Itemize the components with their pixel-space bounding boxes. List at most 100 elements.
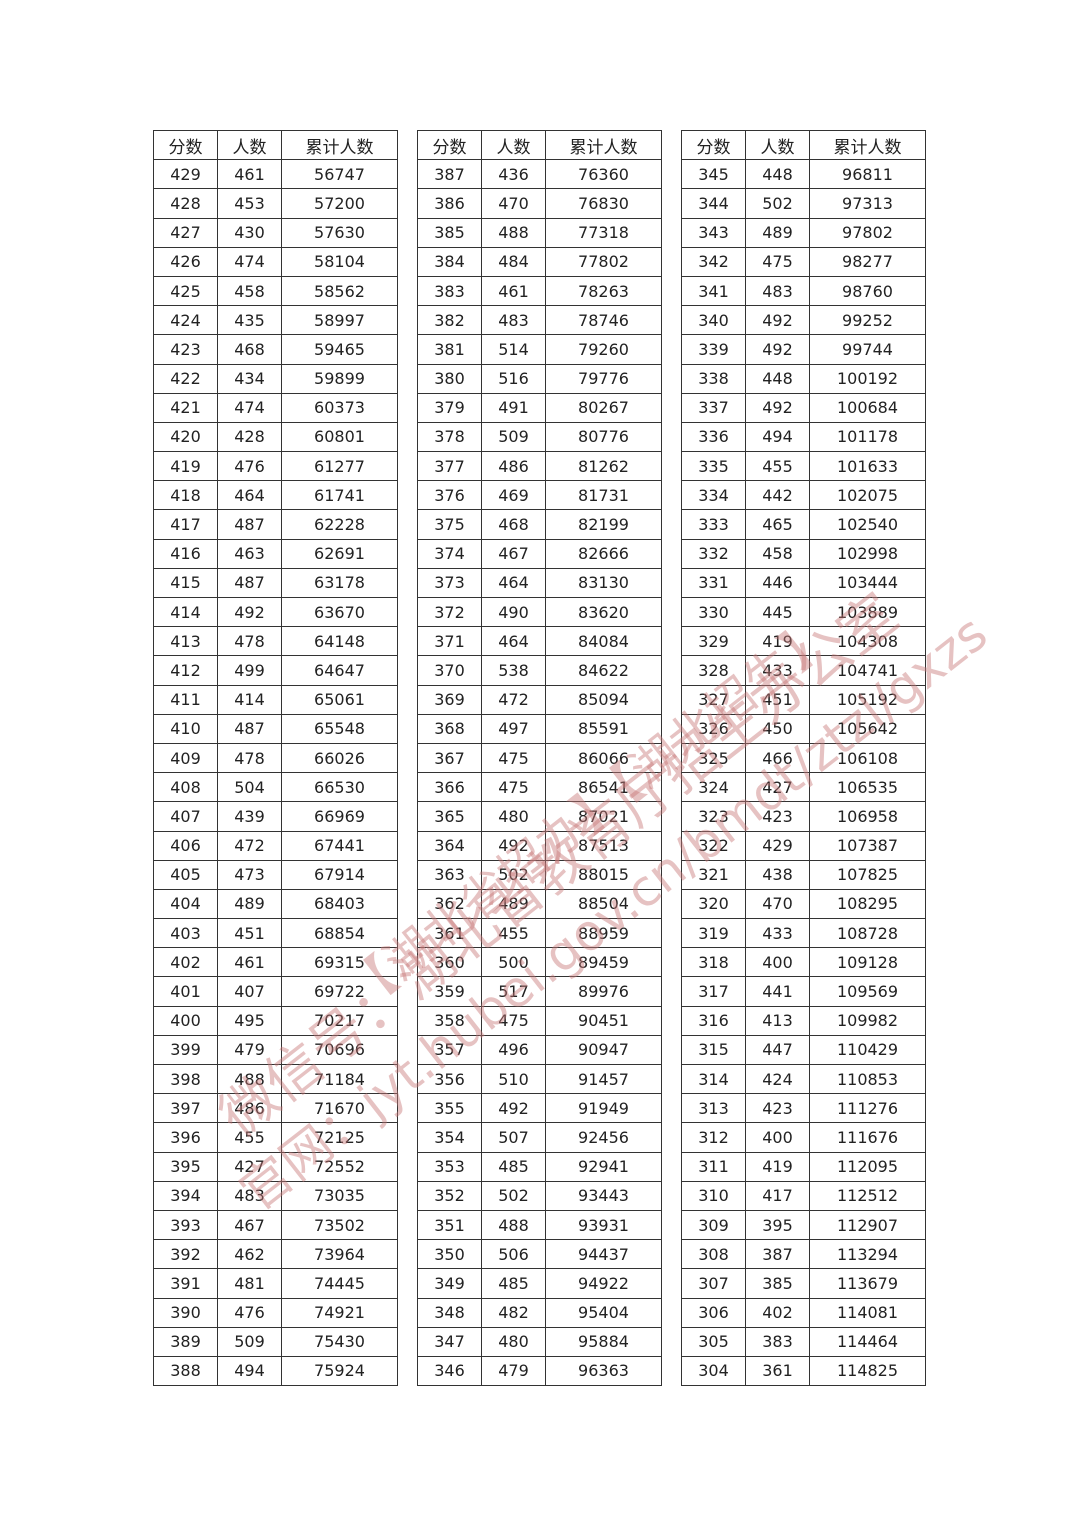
score-cell: 402	[153, 947, 218, 978]
cumulative-cell: 69315	[281, 947, 398, 978]
header-score: 分数	[417, 129, 482, 161]
count-cell: 451	[217, 918, 282, 949]
count-cell: 481	[217, 1268, 282, 1299]
count-cell: 478	[217, 626, 282, 657]
count-cell: 433	[745, 918, 810, 949]
table-row: 424 435 58997	[153, 305, 398, 336]
table-row: 353 485 92941	[417, 1151, 662, 1182]
count-cell: 475	[481, 772, 546, 803]
cumulative-cell: 84084	[545, 626, 662, 657]
cumulative-cell: 109982	[809, 1005, 926, 1036]
table-row: 329 419 104308	[681, 626, 926, 657]
table-row: 426 474 58104	[153, 246, 398, 277]
header-cumulative: 累计人数	[809, 129, 926, 161]
score-cell: 348	[417, 1297, 482, 1328]
table-row: 399 479 70696	[153, 1034, 398, 1066]
cumulative-cell: 66026	[281, 742, 398, 774]
table-row: 411 414 65061	[153, 684, 398, 715]
score-cell: 322	[681, 830, 746, 861]
table-row: 326 450 105642	[681, 713, 926, 744]
cumulative-cell: 93931	[545, 1209, 662, 1241]
table-row: 346 479 96363	[417, 1355, 662, 1387]
cumulative-cell: 87021	[545, 801, 662, 832]
count-cell: 423	[745, 801, 810, 832]
count-cell: 447	[745, 1034, 810, 1066]
cumulative-cell: 100192	[809, 363, 926, 394]
score-cell: 342	[681, 246, 746, 277]
cumulative-cell: 79260	[545, 334, 662, 365]
cumulative-cell: 86541	[545, 772, 662, 803]
cumulative-cell: 98277	[809, 246, 926, 277]
score-cell: 424	[153, 305, 218, 336]
count-cell: 489	[217, 888, 282, 920]
cumulative-cell: 106108	[809, 742, 926, 774]
table-row: 361 455 88959	[417, 918, 662, 949]
cumulative-cell: 80267	[545, 392, 662, 423]
score-cell: 318	[681, 947, 746, 978]
score-cell: 344	[681, 188, 746, 219]
score-cell: 394	[153, 1180, 218, 1211]
score-cell: 415	[153, 567, 218, 599]
table-row: 342 475 98277	[681, 246, 926, 277]
cumulative-cell: 103444	[809, 567, 926, 599]
table-row: 392 462 73964	[153, 1239, 398, 1270]
count-cell: 453	[217, 188, 282, 219]
count-cell: 361	[745, 1355, 810, 1387]
table-row: 319 433 108728	[681, 918, 926, 949]
count-cell: 467	[217, 1209, 282, 1241]
score-cell: 351	[417, 1209, 482, 1241]
cumulative-cell: 88959	[545, 918, 662, 949]
table-row: 405 473 67914	[153, 859, 398, 890]
score-cell: 352	[417, 1180, 482, 1211]
cumulative-cell: 105192	[809, 684, 926, 715]
cumulative-cell: 101633	[809, 451, 926, 482]
count-cell: 509	[217, 1326, 282, 1357]
cumulative-cell: 94437	[545, 1239, 662, 1270]
cumulative-cell: 90451	[545, 1005, 662, 1036]
count-cell: 442	[745, 480, 810, 511]
score-cell: 376	[417, 480, 482, 511]
count-cell: 472	[481, 684, 546, 715]
cumulative-cell: 106958	[809, 801, 926, 832]
cumulative-cell: 93443	[545, 1180, 662, 1211]
count-cell: 509	[481, 421, 546, 453]
table-row: 356 510 91457	[417, 1063, 662, 1095]
count-cell: 429	[745, 830, 810, 861]
count-cell: 468	[481, 509, 546, 540]
table-row: 313 423 111276	[681, 1093, 926, 1124]
cumulative-cell: 81262	[545, 451, 662, 482]
header-row: 分数 人数 累计人数	[681, 129, 926, 161]
count-cell: 502	[481, 859, 546, 890]
score-cell: 331	[681, 567, 746, 599]
score-cell: 416	[153, 538, 218, 569]
count-cell: 461	[217, 159, 282, 190]
count-cell: 461	[217, 947, 282, 978]
cumulative-cell: 113294	[809, 1239, 926, 1270]
cumulative-cell: 59465	[281, 334, 398, 365]
count-cell: 507	[481, 1122, 546, 1153]
score-cell: 305	[681, 1326, 746, 1357]
cumulative-cell: 75924	[281, 1355, 398, 1387]
count-cell: 439	[217, 801, 282, 832]
score-cell: 398	[153, 1063, 218, 1095]
cumulative-cell: 104308	[809, 626, 926, 657]
score-cell: 327	[681, 684, 746, 715]
table-row: 351 488 93931	[417, 1209, 662, 1241]
count-cell: 499	[217, 655, 282, 686]
cumulative-cell: 70217	[281, 1005, 398, 1036]
cumulative-cell: 96811	[809, 159, 926, 190]
cumulative-cell: 91457	[545, 1063, 662, 1095]
table-row: 415 487 63178	[153, 567, 398, 599]
count-cell: 430	[217, 217, 282, 248]
count-cell: 414	[217, 684, 282, 715]
table-row: 383 461 78263	[417, 275, 662, 307]
count-cell: 538	[481, 655, 546, 686]
cumulative-cell: 92941	[545, 1151, 662, 1182]
table-row: 305 383 114464	[681, 1326, 926, 1357]
cumulative-cell: 68403	[281, 888, 398, 920]
score-cell: 414	[153, 596, 218, 628]
cumulative-cell: 111676	[809, 1122, 926, 1153]
cumulative-cell: 73502	[281, 1209, 398, 1241]
score-cell: 343	[681, 217, 746, 248]
table-row: 397 486 71670	[153, 1093, 398, 1124]
